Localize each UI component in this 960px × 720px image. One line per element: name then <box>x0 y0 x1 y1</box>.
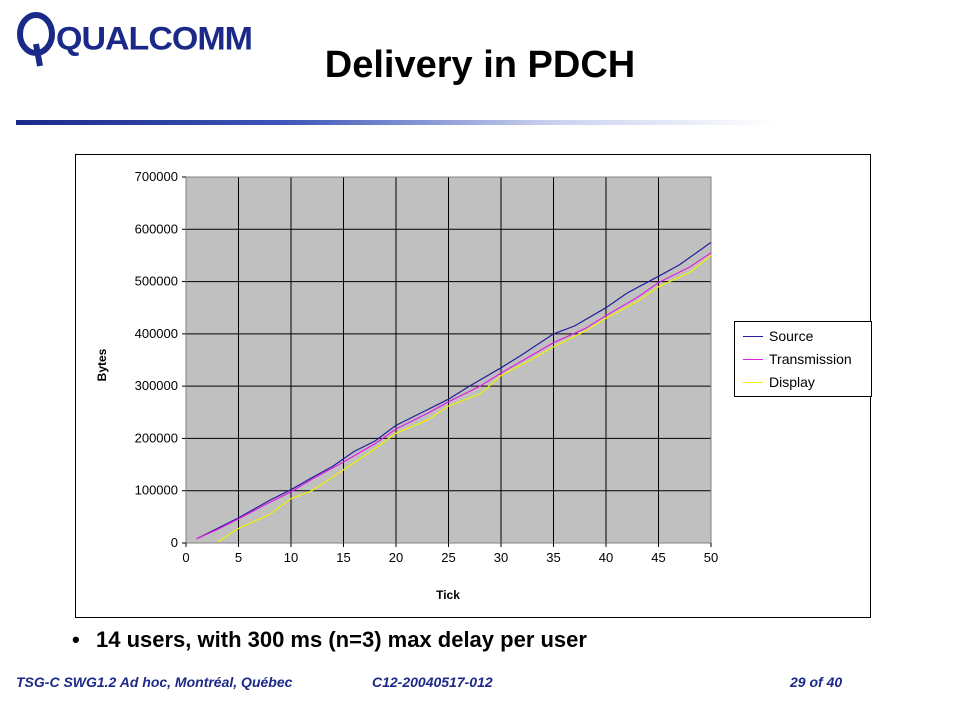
y-tick-label: 100000 <box>135 483 178 498</box>
legend-label: Source <box>769 328 814 344</box>
footer-meeting: TSG-C SWG1.2 Ad hoc, Montréal, Québec <box>16 674 293 690</box>
x-tick-label: 5 <box>235 550 242 565</box>
y-tick-label: 0 <box>171 535 178 550</box>
footer-page-number: 29 of 40 <box>790 674 843 690</box>
legend-label: Transmission <box>769 351 852 367</box>
y-axis-title: Bytes <box>95 348 109 381</box>
y-tick-label: 600000 <box>135 221 178 236</box>
legend-item: Display <box>735 372 871 394</box>
legend-swatch <box>743 336 763 337</box>
x-tick-label: 10 <box>284 550 298 565</box>
y-tick-label: 400000 <box>135 326 178 341</box>
logo-wordmark: QUALCOMM <box>56 20 253 58</box>
chart-container: 0 5 10 15 20 25 30 35 40 45 50 0 100000 200000 300000 4… <box>75 154 872 618</box>
x-tick-label: 0 <box>182 550 189 565</box>
x-tick-label: 20 <box>389 550 403 565</box>
logo-q-icon <box>17 12 55 67</box>
x-tick-label: 35 <box>546 550 560 565</box>
title-divider <box>16 120 776 125</box>
line-chart: 0 5 10 15 20 25 30 35 40 45 50 0 100000 200000 300000 4… <box>95 169 718 602</box>
x-tick-label: 45 <box>651 550 665 565</box>
x-tick-label: 50 <box>704 550 718 565</box>
x-tick-label: 15 <box>336 550 350 565</box>
legend-item: Transmission <box>735 349 871 371</box>
bullet-text: 14 users, with 300 ms (n=3) max delay pe… <box>96 627 587 652</box>
y-tick-label: 700000 <box>135 169 178 184</box>
y-tick-label: 200000 <box>135 430 178 445</box>
x-tick-label: 30 <box>494 550 508 565</box>
legend-item: Source <box>735 326 871 348</box>
y-tick-label: 300000 <box>135 378 178 393</box>
legend-swatch <box>743 359 763 360</box>
x-tick-label: 25 <box>441 550 455 565</box>
qualcomm-logo: QUALCOMM <box>16 8 253 70</box>
series-line-transmission <box>196 252 712 540</box>
chart-legend: Source Transmission Display <box>734 321 872 397</box>
y-tick-label: 500000 <box>135 274 178 289</box>
series-line-source <box>196 241 712 540</box>
bullet-marker: • <box>72 627 80 652</box>
page-title: Delivery in PDCH <box>324 44 636 86</box>
footer-document-id: C12-20040517-012 <box>372 674 493 690</box>
x-tick-label: 40 <box>599 550 613 565</box>
series-line-display <box>217 254 712 543</box>
x-axis-title: Tick <box>436 588 460 602</box>
legend-swatch <box>743 382 763 383</box>
legend-label: Display <box>769 374 815 390</box>
